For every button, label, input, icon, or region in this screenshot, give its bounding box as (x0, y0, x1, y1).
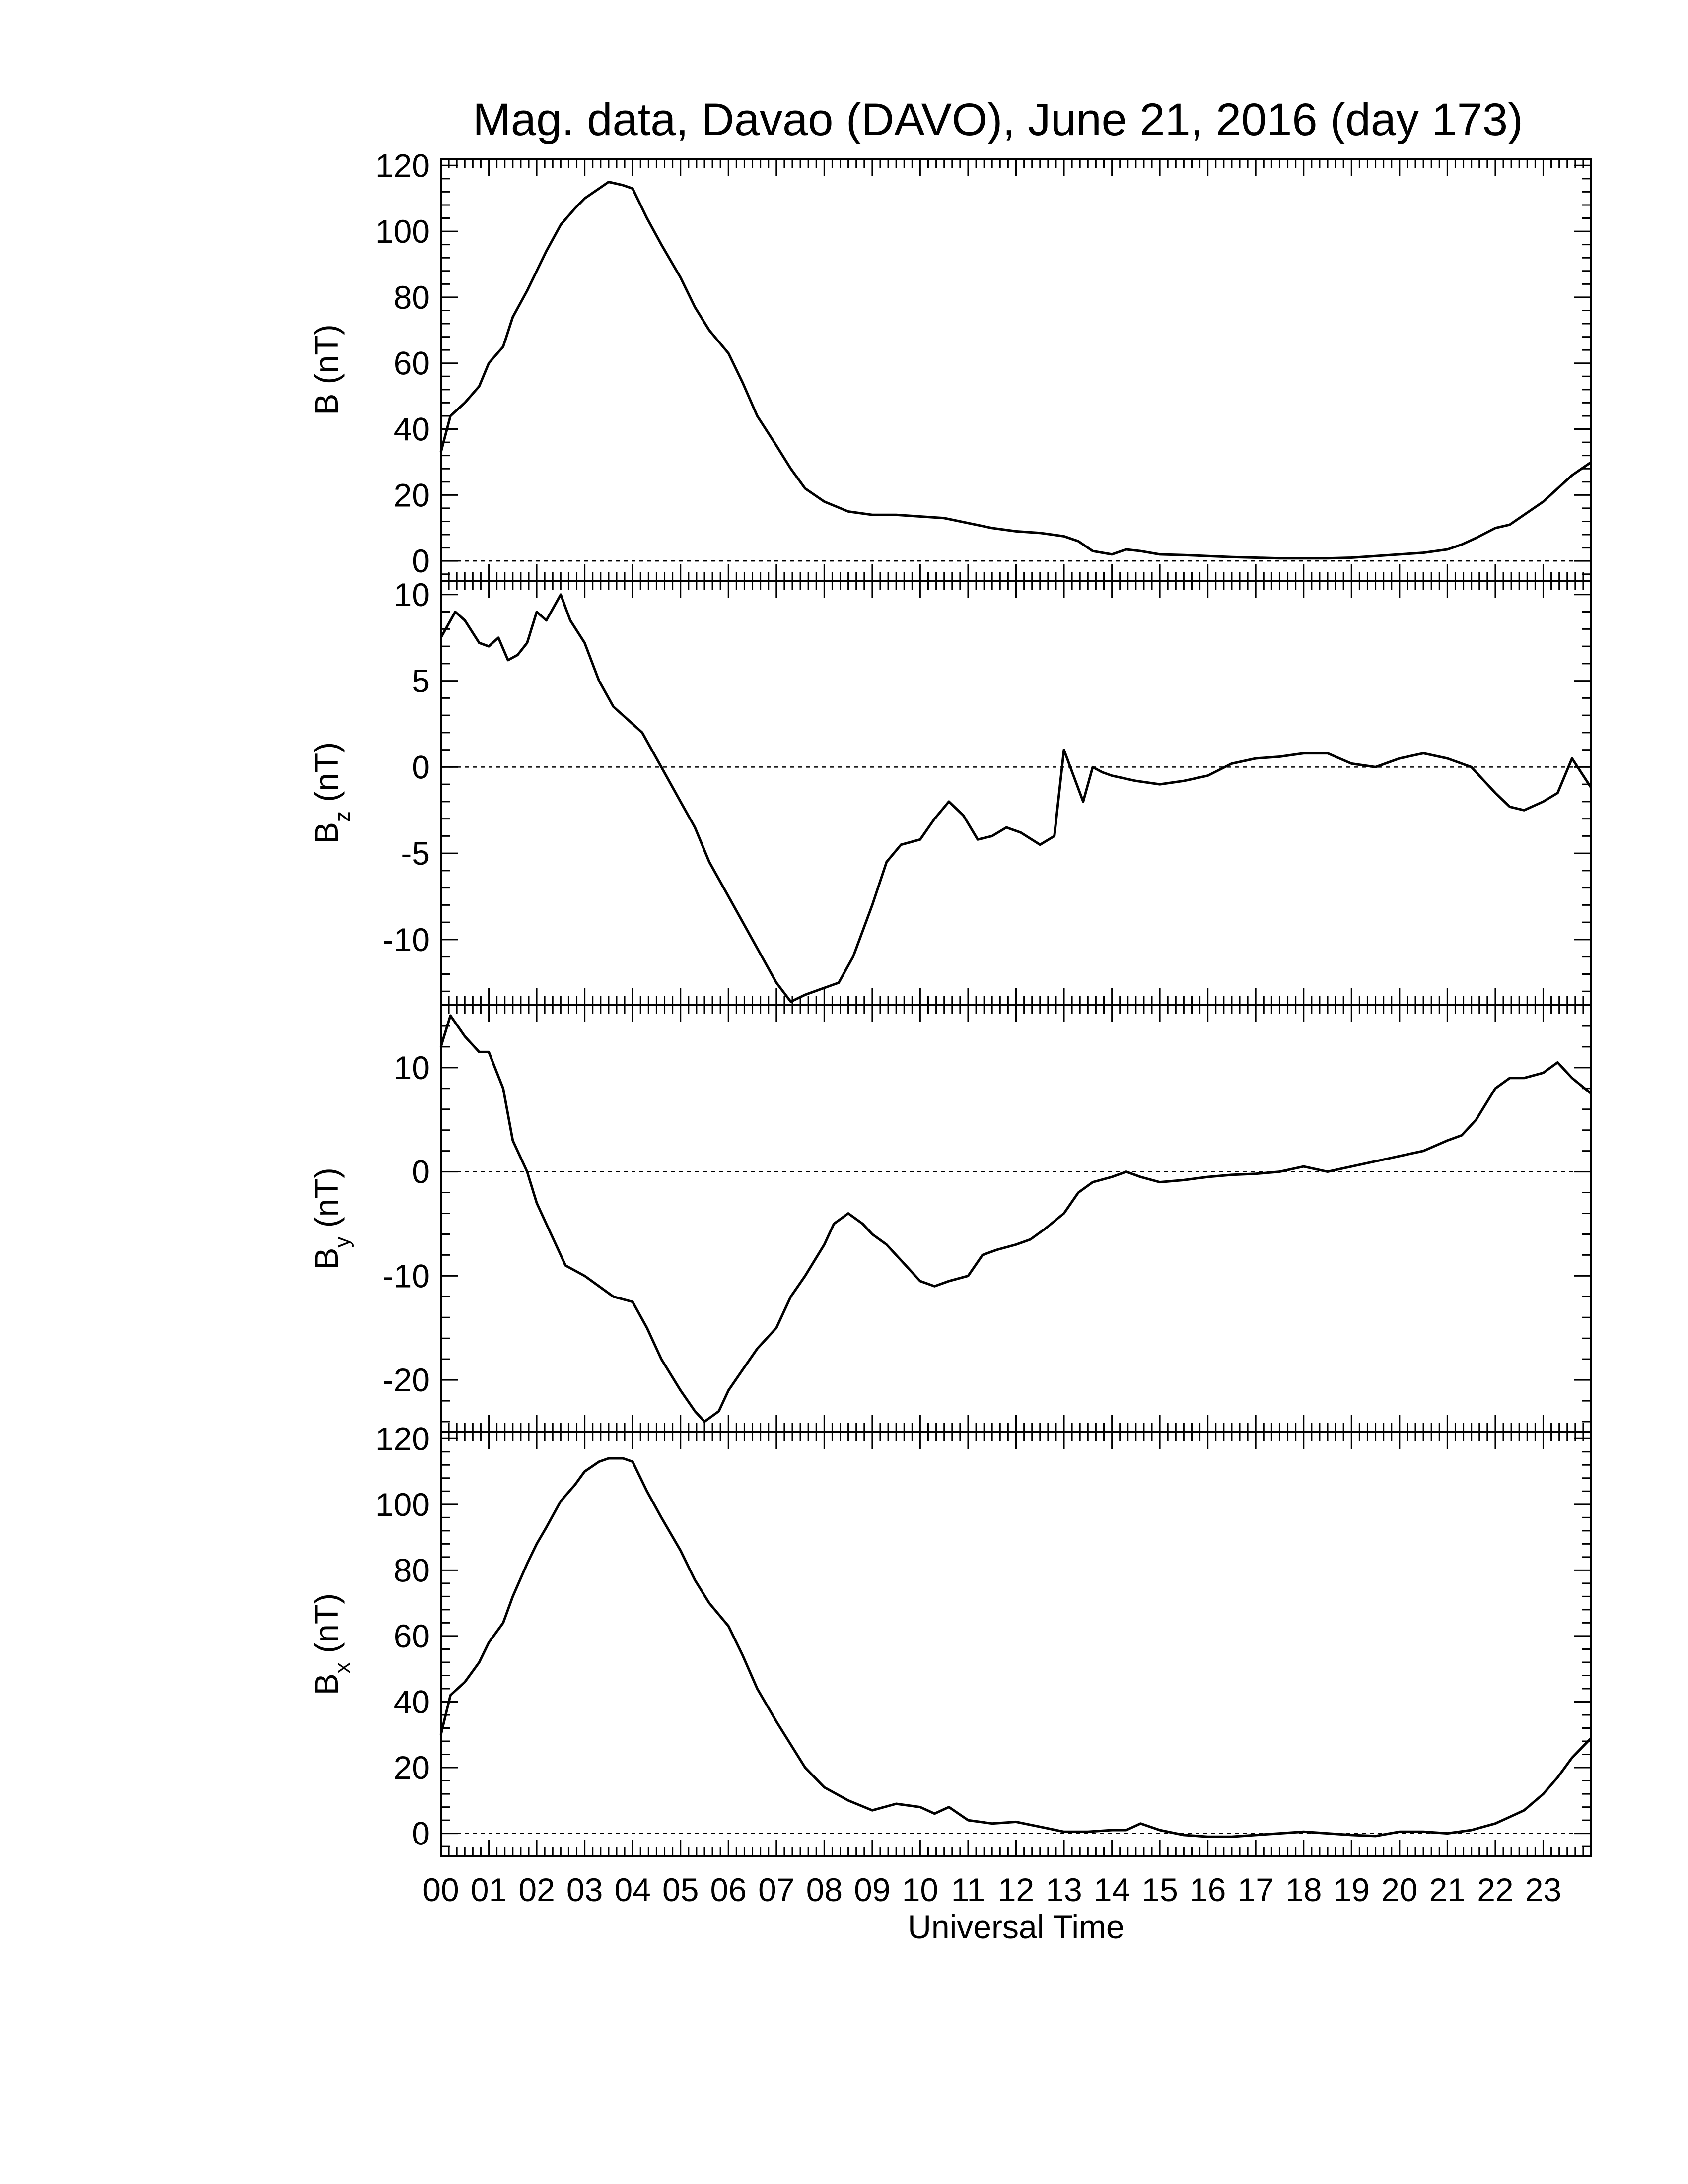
y-tick-label: -10 (383, 1257, 430, 1294)
y-label-unit: (nT) (308, 324, 345, 393)
x-axis-label: Universal Time (908, 1909, 1124, 1945)
x-tick-label: 16 (1190, 1871, 1226, 1908)
y-tick-label: 20 (394, 477, 430, 513)
y-tick-label: 0 (412, 1154, 430, 1190)
y-tick-label: -20 (383, 1362, 430, 1398)
y-tick-label: 80 (394, 1552, 430, 1588)
y-tick-label: 120 (375, 147, 430, 184)
y-axis-label: By (nT) (308, 1167, 354, 1269)
y-label-unit: (nT) (308, 742, 345, 811)
y-tick-label: 40 (394, 1683, 430, 1720)
x-tick-label: 22 (1477, 1871, 1513, 1908)
x-tick-label: 04 (614, 1871, 650, 1908)
y-tick-label: 80 (394, 279, 430, 316)
y-label-subscript: y (330, 1237, 354, 1248)
x-tick-label: 06 (710, 1871, 747, 1908)
y-label-main: B (308, 394, 345, 415)
y-label-unit: (nT) (308, 1593, 345, 1662)
y-tick-label: 60 (394, 1618, 430, 1654)
x-tick-label: 14 (1094, 1871, 1130, 1908)
x-tick-label: 08 (806, 1871, 843, 1908)
y-axis-label: Bz (nT) (308, 742, 354, 844)
y-label-main: B (308, 822, 345, 844)
y-tick-label: 120 (375, 1420, 430, 1457)
x-tick-label: 03 (566, 1871, 603, 1908)
x-tick-label: 01 (471, 1871, 507, 1908)
x-tick-label: 09 (854, 1871, 890, 1908)
y-tick-label: 40 (394, 411, 430, 448)
series-line (439, 181, 1592, 560)
y-tick-label: 100 (375, 1486, 430, 1523)
panel-3: 0 20 40 60 80 100 120 Bx (nT) (308, 1420, 1592, 1857)
x-axis: 00 01 02 03 04 05 06 07 08 09 10 11 12 13 14 15 16 17 18 19… (422, 1871, 1561, 1945)
panel-0: 0 20 40 60 80 100 120 B (nT) (308, 147, 1592, 582)
x-tick-label: 11 (951, 1871, 985, 1908)
x-tick-label: 15 (1141, 1871, 1178, 1908)
y-label-main: B (308, 1248, 345, 1270)
y-label-subscript: x (330, 1662, 354, 1673)
y-tick-label: 100 (375, 213, 430, 250)
x-tick-label: 17 (1237, 1871, 1273, 1908)
y-axis-label: Bx (nT) (308, 1593, 354, 1695)
y-tick-label: -10 (383, 921, 430, 958)
series-line (439, 1457, 1592, 1838)
x-tick-label: 02 (518, 1871, 555, 1908)
y-label-main: B (308, 1673, 345, 1695)
y-axis-label: B (nT) (308, 324, 345, 415)
y-tick-label: 60 (394, 345, 430, 382)
x-tick-label: 10 (902, 1871, 938, 1908)
y-tick-label: 10 (394, 576, 430, 613)
series-line (439, 1014, 1592, 1423)
x-tick-label: 05 (662, 1871, 699, 1908)
panel-1: -10 -5 0 5 10 Bz (nT) (308, 576, 1593, 1006)
x-tick-label: 21 (1429, 1871, 1466, 1908)
x-tick-label: 19 (1334, 1871, 1370, 1908)
x-tick-label: 18 (1285, 1871, 1322, 1908)
x-tick-label: 00 (422, 1871, 459, 1908)
x-tick-label: 13 (1046, 1871, 1082, 1908)
y-tick-label: 0 (412, 749, 430, 785)
y-tick-label: 5 (412, 663, 430, 699)
y-tick-label: 0 (412, 1815, 430, 1852)
chart-title: Mag. data, Davao (DAVO), June 21, 2016 (… (473, 94, 1523, 145)
x-tick-label: 07 (758, 1871, 794, 1908)
y-tick-label: -5 (401, 835, 430, 872)
y-tick-label: 0 (412, 543, 430, 579)
x-tick-label: 12 (998, 1871, 1034, 1908)
y-label-subscript: z (330, 811, 354, 822)
y-tick-label: 10 (394, 1049, 430, 1086)
x-tick-label: 23 (1525, 1871, 1561, 1908)
y-tick-label: 20 (394, 1749, 430, 1786)
series-line (439, 593, 1593, 1003)
y-label-unit: (nT) (308, 1167, 345, 1236)
x-tick-label: 20 (1381, 1871, 1417, 1908)
